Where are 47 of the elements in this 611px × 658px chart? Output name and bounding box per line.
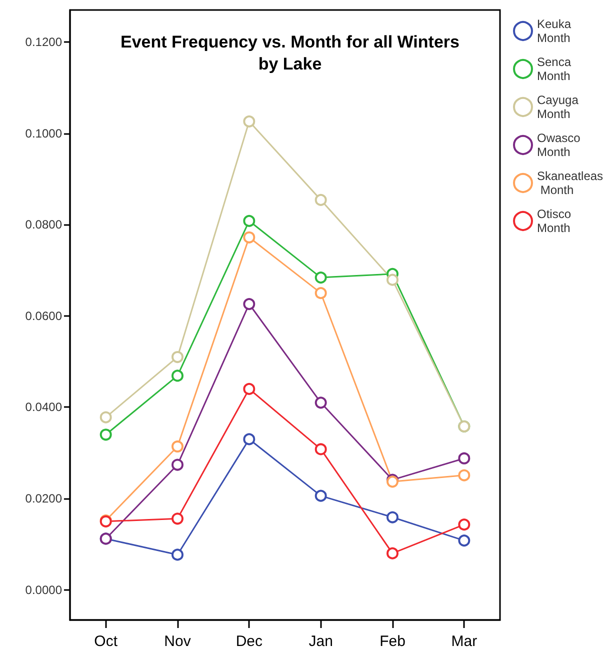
point	[458, 452, 470, 464]
point	[386, 511, 398, 524]
point	[172, 351, 184, 364]
point	[243, 214, 256, 227]
x-tick-label: Dec	[236, 633, 263, 650]
y-tick-label: 0.0000	[25, 582, 62, 597]
point	[314, 287, 327, 300]
legend-label: Otisco Month	[537, 207, 574, 235]
legend-label: Owasco Month	[537, 131, 584, 159]
point	[314, 443, 327, 456]
legend-label: Skaneatleas Month	[537, 169, 604, 197]
point	[172, 512, 184, 525]
legend-label: Senca Month	[537, 55, 574, 83]
point	[243, 382, 256, 395]
point	[243, 298, 256, 310]
x-tick-label: Oct	[94, 633, 118, 650]
point	[172, 440, 184, 452]
y-tick-label: 0.0200	[25, 492, 62, 506]
point	[314, 194, 327, 206]
y-tick-label: 0.0600	[25, 308, 62, 323]
point	[458, 469, 470, 482]
x-tick-label: Nov	[164, 633, 192, 650]
x-tick-label: Mar	[451, 633, 478, 650]
legend-label: Cayuga Month	[537, 93, 582, 121]
point	[458, 518, 470, 531]
point	[386, 547, 398, 560]
point	[243, 433, 256, 446]
point	[314, 396, 327, 409]
point	[458, 534, 470, 547]
point	[243, 115, 256, 128]
x-tick-label: Jan	[308, 633, 333, 650]
point	[172, 458, 184, 471]
point	[100, 411, 112, 424]
y-tick-label: 0.0400	[25, 400, 62, 414]
y-tick-label: 0.1000	[25, 126, 62, 140]
point	[386, 274, 398, 286]
point	[314, 272, 327, 284]
x-tick-label: Feb	[380, 633, 406, 650]
point	[314, 490, 327, 502]
y-tick-label: 0.0800	[25, 218, 62, 232]
point	[172, 548, 184, 561]
legend-label: Keuka Month	[537, 17, 574, 45]
point	[100, 428, 112, 441]
point	[172, 370, 184, 382]
point	[243, 231, 256, 244]
text: Event Frequency vs. Month for all Winters by Lake	[120, 32, 460, 74]
y-tick-label: 0.1200	[25, 34, 62, 49]
